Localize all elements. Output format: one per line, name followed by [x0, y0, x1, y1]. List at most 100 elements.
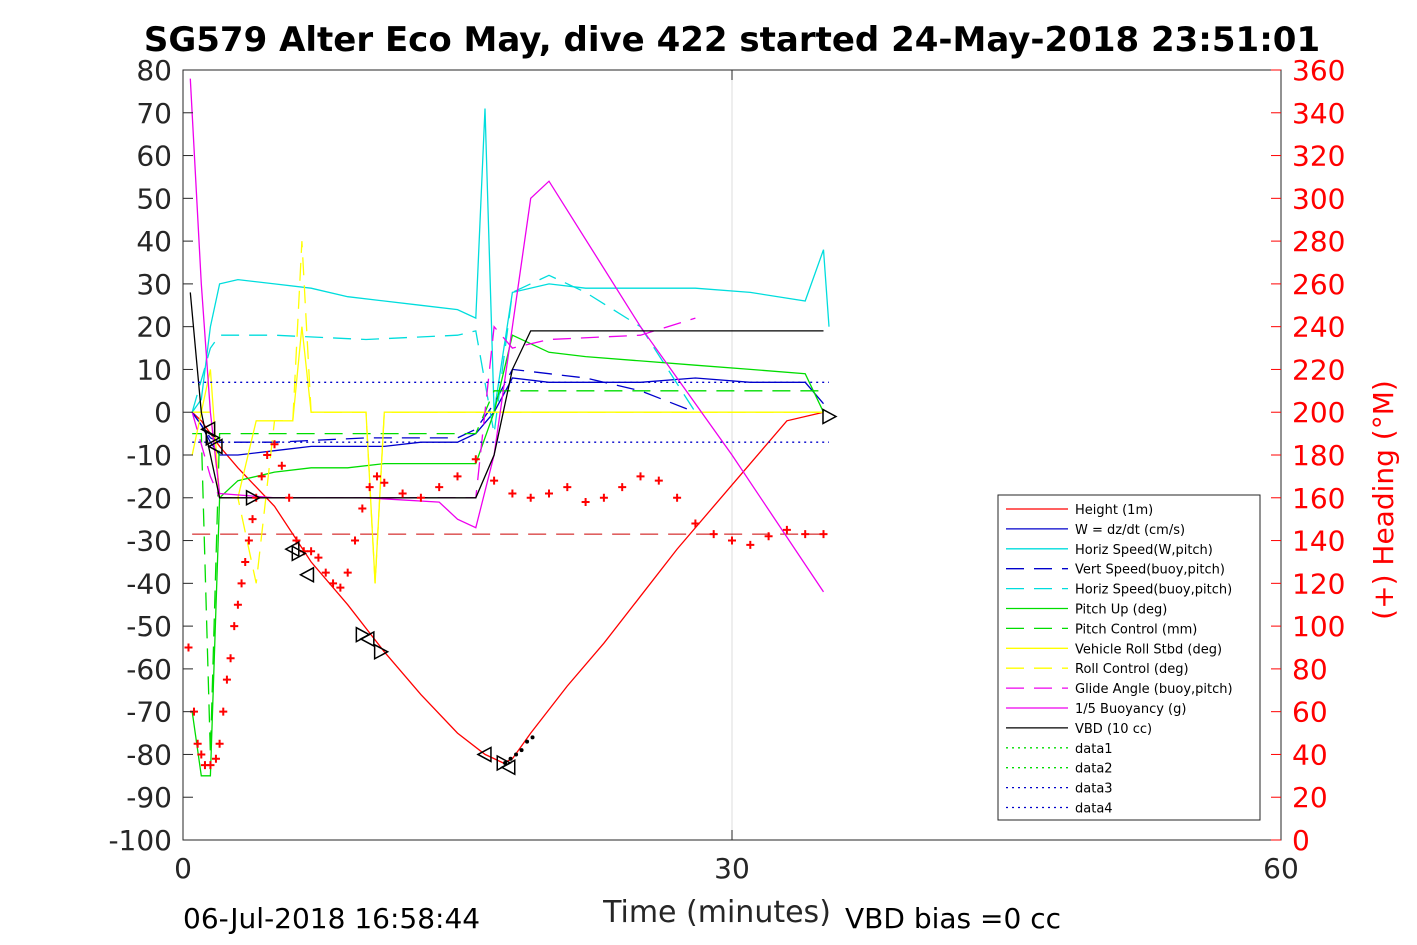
right-tick-label: 260 [1292, 268, 1345, 301]
heading-marker [277, 461, 286, 470]
heading-marker [219, 707, 228, 716]
y-tick-label: 80 [136, 54, 172, 87]
heading-marker [215, 739, 224, 748]
y-tick-label: 10 [136, 353, 172, 386]
vbd-dot [503, 761, 508, 765]
y-tick-label: -60 [126, 653, 172, 686]
heading-marker [453, 472, 462, 481]
footer-vbd-bias: VBD bias =0 cc [845, 902, 1061, 935]
legend-entry-15: data4 [1075, 802, 1113, 817]
legend-entry-4: Horiz Speed(buoy,pitch) [1075, 583, 1232, 598]
heading-marker [222, 675, 231, 684]
heading-marker [654, 476, 663, 485]
legend-entry-5: Pitch Up (deg) [1075, 603, 1167, 618]
heading-marker [380, 478, 389, 487]
right-tick-label: 80 [1292, 653, 1328, 686]
heading-marker [673, 493, 682, 502]
heading-marker [329, 579, 338, 588]
heading-marker [471, 455, 480, 464]
y-tick-label: -100 [108, 824, 172, 857]
triangle-marker [500, 759, 516, 776]
heading-marker [618, 483, 627, 492]
legend-entry-7: Vehicle Roll Stbd (deg) [1075, 642, 1222, 657]
chart-title: SG579 Alter Eco May, dive 422 started 24… [144, 20, 1320, 60]
right-tick-label: 140 [1292, 525, 1345, 558]
right-tick-label: 240 [1292, 311, 1345, 344]
heading-marker [372, 472, 381, 481]
series-line-3 [191, 368, 696, 443]
legend-entry-2: Horiz Speed(W,pitch) [1075, 543, 1213, 558]
triangle-marker [476, 746, 492, 763]
heading-marker [746, 540, 755, 549]
legend: Height (1m) W = dz/dt (cm/s) Horiz Speed(W… [997, 494, 1261, 821]
right-tick-label: 320 [1292, 140, 1345, 173]
y-tick-label: -80 [126, 738, 172, 771]
footer-timestamp: 06-Jul-2018 16:58:44 [183, 902, 480, 935]
heading-marker [211, 754, 220, 763]
heading-marker [819, 530, 828, 539]
heading-marker [343, 568, 352, 577]
right-tick-label: 20 [1292, 781, 1328, 814]
heading-marker [244, 536, 253, 545]
legend-entry-9: Glide Angle (buoy,pitch) [1075, 682, 1233, 697]
triangle-marker [291, 545, 307, 562]
right-tick-label: 160 [1292, 482, 1345, 515]
heading-marker [257, 472, 266, 481]
right-tick-label: 200 [1292, 396, 1345, 429]
triangle-marker [822, 408, 838, 425]
legend-entry-1: W = dz/dt (cm/s) [1075, 523, 1185, 538]
heading-marker [728, 536, 736, 545]
heading-marker [184, 643, 193, 652]
right-tick-label: 360 [1292, 54, 1345, 87]
heading-marker [435, 483, 444, 492]
vbd-dot [514, 752, 519, 757]
legend-entry-14: data3 [1075, 782, 1113, 797]
x-tick-label: 60 [1263, 852, 1299, 885]
series-line-10 [189, 78, 825, 593]
heading-marker [365, 483, 374, 492]
y-tick-label: 50 [136, 182, 172, 215]
heading-marker [801, 530, 810, 539]
y-tick-label: -30 [126, 525, 172, 558]
legend-entry-0: Height (1m) [1075, 503, 1153, 518]
triangle-marker [298, 566, 315, 584]
triangle-marker [373, 643, 390, 661]
heading-marker [270, 440, 279, 449]
y-tick-label: 40 [136, 225, 172, 258]
legend-entry-6: Pitch Control (mm) [1075, 622, 1197, 637]
right-tick-label: 340 [1292, 97, 1345, 130]
heading-marker [764, 532, 773, 541]
y-tick-label: 70 [136, 97, 172, 130]
heading-marker [314, 553, 323, 562]
series-line-2 [191, 108, 830, 413]
x-axis-label: Time (minutes) [602, 895, 831, 930]
heading-marker [508, 489, 517, 498]
legend-entry-3: Vert Speed(buoy,pitch) [1075, 563, 1225, 578]
heading-marker [197, 750, 206, 759]
heading-marker [193, 739, 202, 748]
x-tick-label: 0 [174, 852, 192, 885]
heading-marker [358, 504, 367, 513]
series-line-8 [192, 241, 824, 584]
legend-entry-12: data1 [1075, 742, 1113, 757]
y-tick-label: -50 [126, 610, 172, 643]
heading-marker [398, 489, 407, 498]
heading-marker [563, 483, 572, 492]
heading-marker [490, 476, 499, 485]
y-tick-label: -40 [126, 567, 172, 600]
right-tick-label: 100 [1292, 610, 1345, 643]
legend-entry-10: 1/5 Buoyancy (g) [1075, 702, 1186, 717]
right-tick-label: 120 [1292, 567, 1345, 600]
y-tick-label: -70 [126, 696, 172, 729]
heading-marker [336, 583, 345, 592]
y-tick-label: -90 [126, 781, 172, 814]
vbd-dot [508, 756, 513, 761]
heading-marker [233, 600, 242, 609]
right-axis-label: (+) Heading (°M) [1367, 380, 1400, 620]
heading-marker [416, 493, 425, 502]
triangle-marker [205, 429, 221, 447]
series-line-4 [191, 274, 696, 434]
y-tick-label: -20 [126, 482, 172, 515]
heading-marker [526, 493, 535, 502]
